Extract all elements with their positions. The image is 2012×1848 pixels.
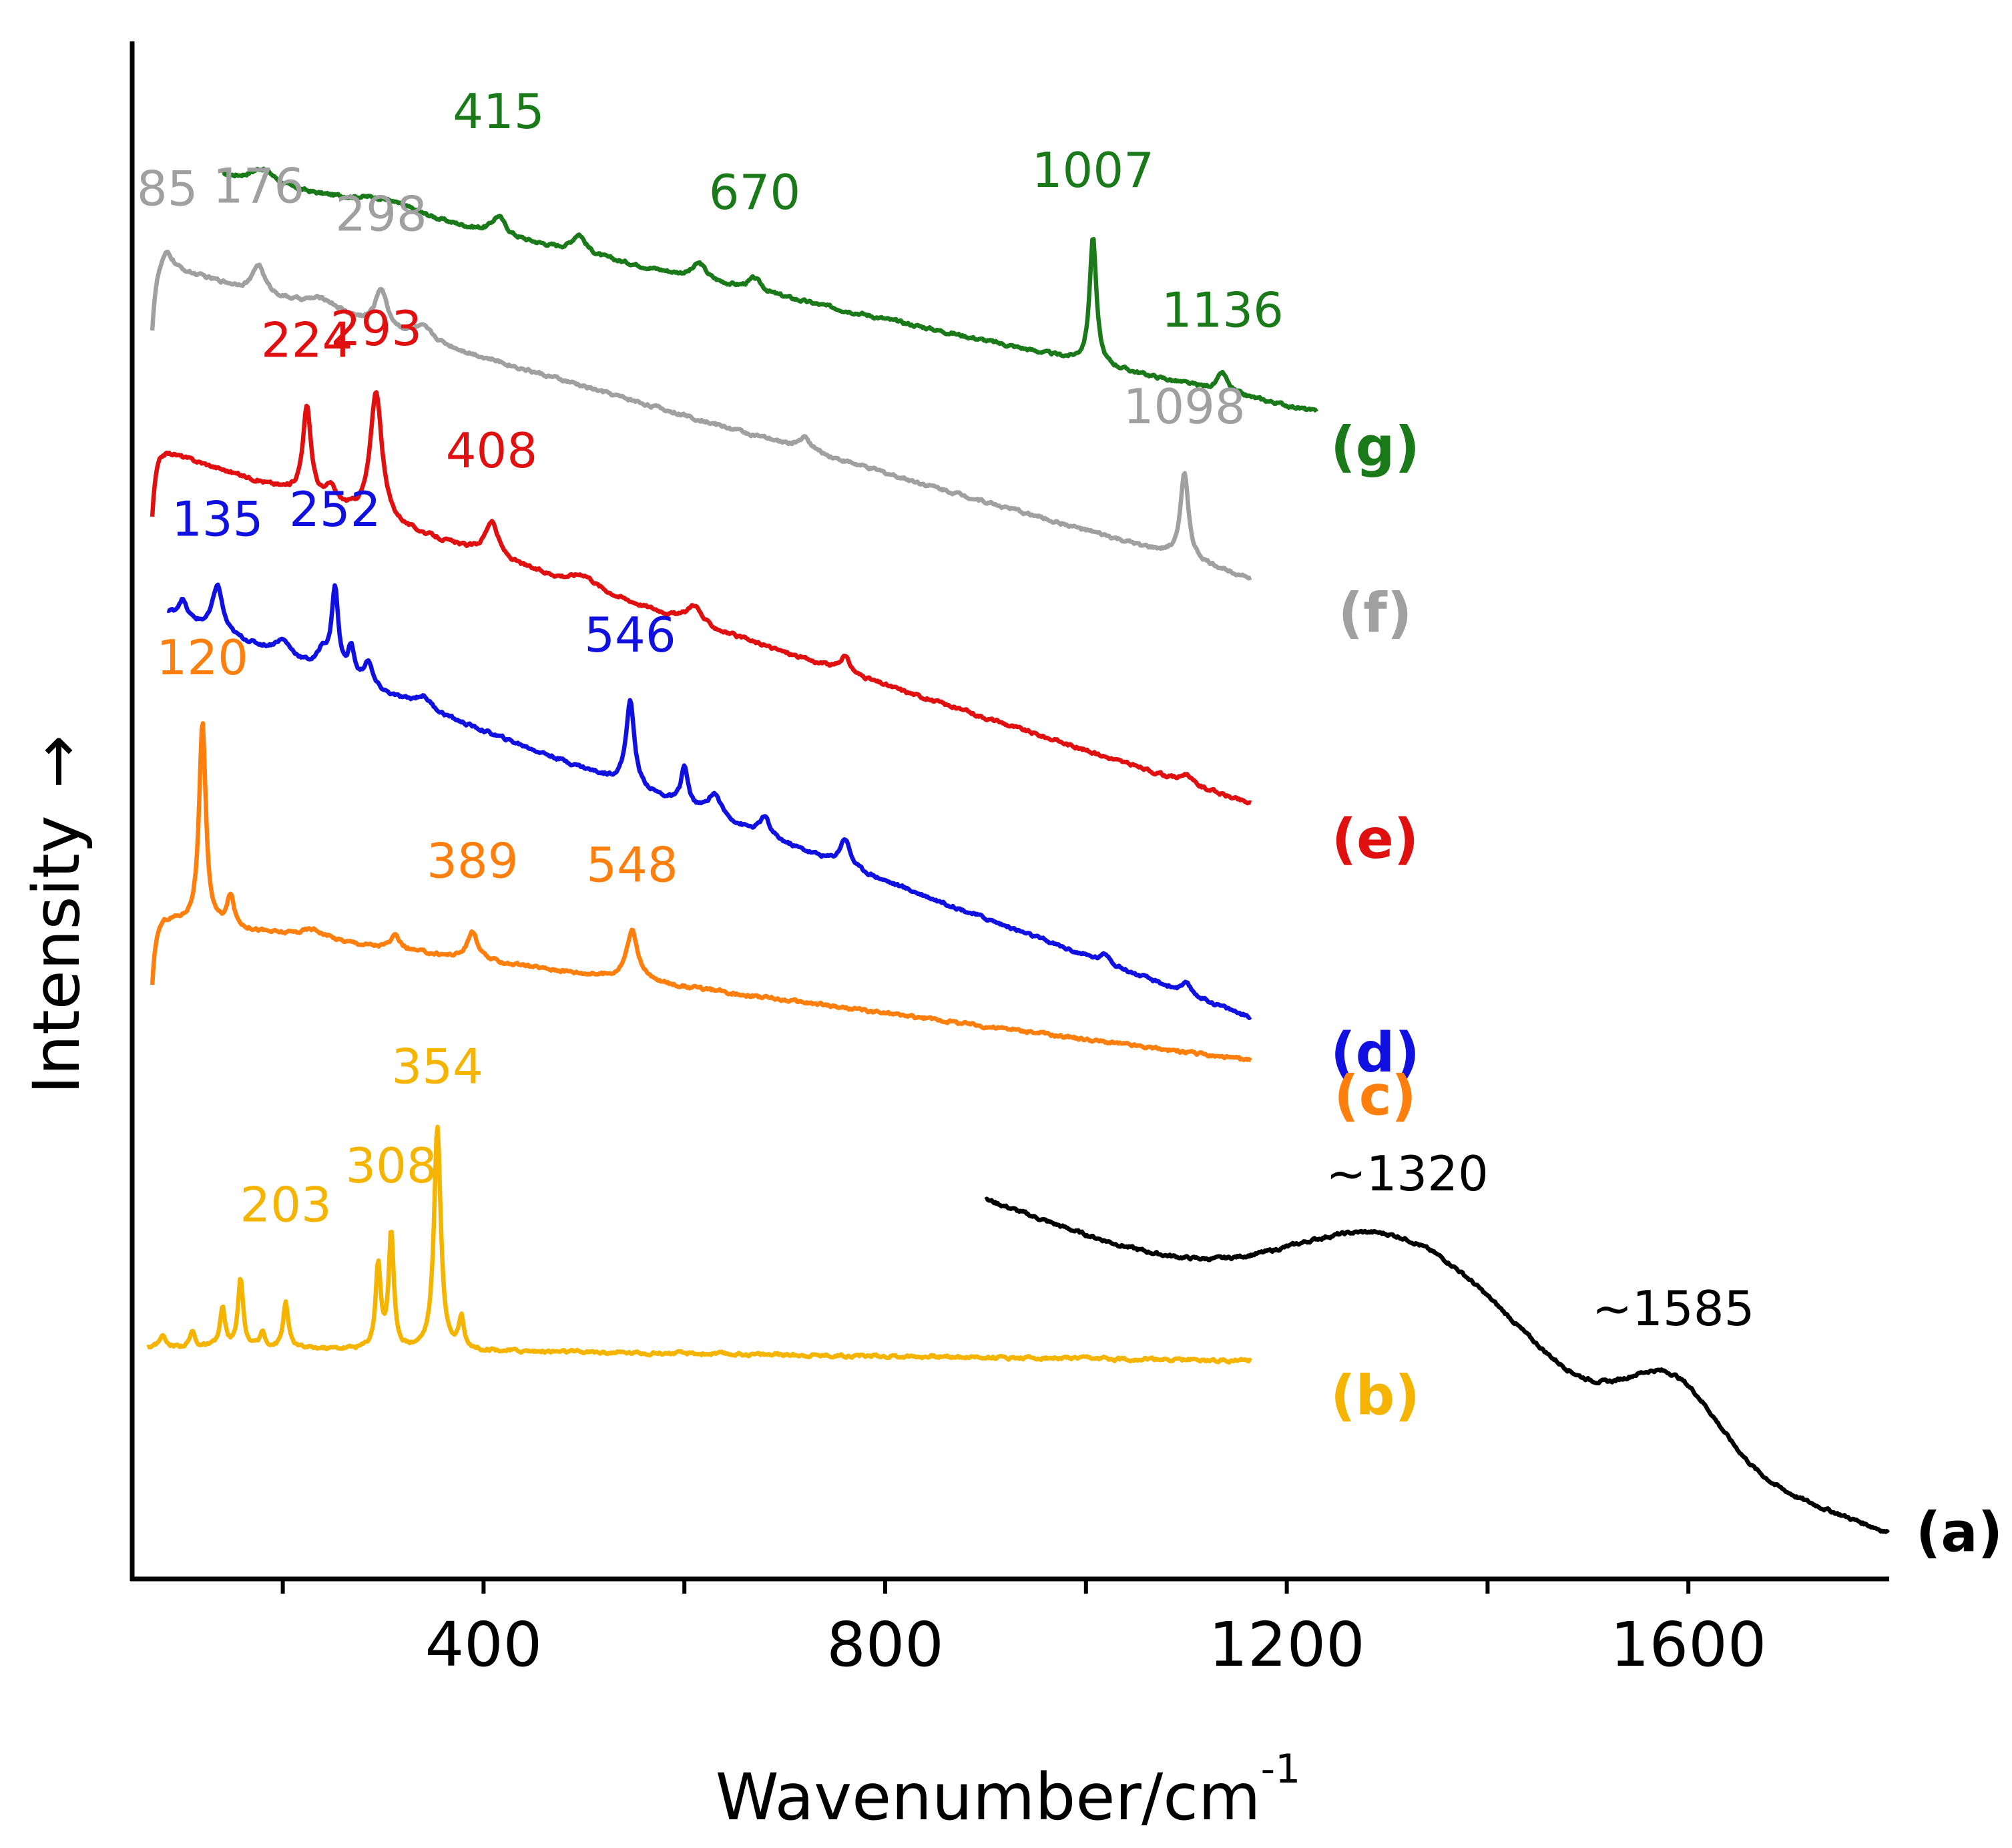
peak-label: 1098 <box>1123 379 1246 435</box>
x-tick-label: 800 <box>826 1609 944 1680</box>
series-line-g <box>221 166 1318 413</box>
series-tag-e: (e) <box>1332 808 1419 871</box>
x-tick-label: 1600 <box>1610 1609 1766 1680</box>
series-line-b <box>146 1124 1252 1365</box>
peak-label: 203 <box>240 1176 331 1232</box>
peak-label: 308 <box>345 1138 437 1194</box>
series-tag-f: (f) <box>1338 582 1413 645</box>
peak-label: ~1585 <box>1592 1281 1755 1337</box>
peak-label: 546 <box>584 607 676 663</box>
x-tick-label: 1200 <box>1209 1609 1365 1680</box>
x-tick-layer: 400 800 1200 1600 <box>280 1579 1766 1680</box>
peak-label: 670 <box>709 164 800 220</box>
series-line-d <box>166 582 1252 1020</box>
peak-label: 293 <box>330 300 422 357</box>
peak-label: 389 <box>427 833 518 889</box>
series-line-a <box>984 1196 1890 1534</box>
x-axis-title: Wavenumber/cm-1 <box>716 1746 1301 1835</box>
series-tag-a: (a) <box>1916 1502 2003 1565</box>
peak-label: 408 <box>446 423 537 479</box>
series-tag-c: (c) <box>1334 1064 1417 1128</box>
peak-label: 85 <box>137 160 198 216</box>
series-tag-b: (b) <box>1330 1365 1420 1428</box>
peak-label: 252 <box>289 481 381 537</box>
y-axis-title-text: Intensity <box>19 815 94 1094</box>
y-axis-arrow: → <box>19 735 94 788</box>
y-axis-title-group: Intensity → <box>19 735 94 1094</box>
x-axis-title-text: Wavenumber/cm <box>716 1760 1261 1835</box>
y-axis-title: Intensity → <box>19 735 94 1094</box>
peak-label: 224 <box>261 312 352 368</box>
series-layer <box>146 166 1890 1534</box>
peak-label: 135 <box>172 491 263 547</box>
peak-label: 1007 <box>1032 142 1154 198</box>
series-tag-g: (g) <box>1330 416 1420 479</box>
x-tick-label: 400 <box>425 1609 543 1680</box>
peak-label: 176 <box>213 158 304 214</box>
peak-label: 298 <box>335 186 427 242</box>
series-line-c <box>150 721 1252 1063</box>
series-line-e <box>150 390 1252 806</box>
peak-label: 120 <box>157 630 248 686</box>
peak-label: 415 <box>453 83 544 140</box>
series-tag-d: (d) <box>1330 1021 1420 1085</box>
peak-label: 354 <box>391 1038 483 1094</box>
x-axis-title-superscript: -1 <box>1260 1746 1300 1793</box>
series-line-f <box>150 250 1252 581</box>
peak-label: ~1320 <box>1326 1146 1489 1202</box>
peak-label: 1136 <box>1162 282 1284 338</box>
peak-label: 548 <box>586 837 678 893</box>
